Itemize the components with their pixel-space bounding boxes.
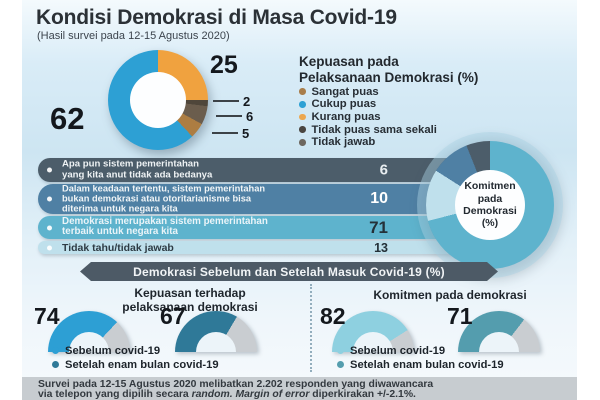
commitment-donut-chart: Komitmen pada Demokrasi (%)	[426, 141, 554, 269]
callout-leader-line	[216, 115, 242, 117]
left-gauge-legend: Sebelum covid-19 Setelah enam bulan covi…	[52, 345, 219, 371]
satisfaction-donut-chart	[108, 50, 208, 150]
legend-item-sangat-puas: Sangat puas	[299, 85, 437, 98]
footer-line-2-italic: random. Margin of error	[191, 389, 310, 400]
commitment-bar-row: Dalam keadaan tertentu, sistem pemerinta…	[38, 184, 458, 214]
legend-item-setelah-covid: Setelah enam bulan covid-19	[337, 359, 504, 371]
page-title: Kondisi Demokrasi di Masa Covid-19	[36, 6, 397, 29]
satisfaction-legend: Sangat puas Cukup puas Kurang puas Tidak…	[299, 86, 437, 148]
section-ribbon: Demokrasi Sebelum dan Setelah Masuk Covi…	[80, 262, 498, 281]
legend-dot	[299, 101, 306, 108]
legend-dot	[299, 88, 306, 95]
legend-label: Kurang puas	[311, 110, 381, 123]
legend-item-kurang-puas: Kurang puas	[299, 110, 437, 123]
gauge-hole	[353, 332, 393, 352]
footer-line-2: via telepon yang dipilih secara random. …	[38, 389, 577, 400]
satisfaction-callout-tidak-puas: 6	[216, 108, 254, 124]
legend-item-sebelum-covid: Sebelum covid-19	[52, 345, 219, 357]
legend-item-tidak-puas: Tidak puas sama sekali	[299, 123, 437, 136]
gauge-hole	[69, 332, 109, 352]
right-column-title: Komitmen pada demokrasi	[373, 288, 527, 302]
bar-statement: Dalam keadaan tertentu, sistem pemerinta…	[62, 183, 266, 215]
gauge-hole	[479, 332, 519, 352]
legend-dot	[52, 347, 59, 355]
legend-item-sebelum-covid: Sebelum covid-19	[337, 345, 504, 357]
bullet-icon	[47, 225, 52, 230]
satisfaction-value-kurang-puas: 25	[210, 51, 238, 79]
legend-label: Sangat puas	[311, 85, 379, 98]
gauge-value-kepuasan-sebelum: 74	[34, 303, 60, 329]
gauge-komitmen-setelah	[458, 311, 540, 352]
callout-value: 6	[246, 108, 254, 124]
bar-statement: Tidak tahu/tidak jawab	[62, 241, 174, 254]
legend-dot	[299, 139, 306, 146]
legend-label: Setelah enam bulan covid-19	[350, 358, 504, 371]
satisfaction-callout-sangat-puas: 5	[212, 125, 250, 141]
legend-item-cukup-puas: Cukup puas	[299, 98, 437, 111]
legend-label: Setelah enam bulan covid-19	[65, 358, 219, 371]
bar-value: 13	[374, 240, 388, 255]
legend-label: Tidak jawab	[311, 136, 376, 149]
bar-statement: Demokrasi merupakan sistem pemerintahan …	[62, 215, 268, 238]
commitment-bar-row: Apa pun sistem pemerintahan yang kita an…	[38, 158, 458, 182]
right-gauge-legend: Sebelum covid-19 Setelah enam bulan covi…	[337, 345, 504, 371]
bar-value: 71	[369, 217, 388, 237]
legend-dot	[299, 113, 306, 121]
callout-leader-line	[213, 100, 239, 102]
footer-line-2-text: diperkirakan +/-2.1%.	[309, 389, 416, 400]
footer-line-2-text: via telepon yang dipilih secara	[38, 389, 192, 400]
callout-value: 2	[243, 93, 251, 109]
commitment-donut-center-label: Komitmen pada Demokrasi (%)	[455, 170, 525, 240]
legend-label: Sebelum covid-19	[350, 344, 446, 357]
gauge-value-komitmen-sebelum: 82	[320, 303, 346, 329]
callout-leader-line	[212, 132, 238, 134]
gauge-hole	[196, 332, 236, 352]
bar-statement: Apa pun sistem pemerintahan yang kita an…	[62, 158, 213, 180]
legend-dot	[337, 361, 344, 369]
legend-label: Tidak puas sama sekali	[311, 123, 437, 136]
left-column-title: Kepuasan terhadap pelaksanaan demokrasi	[122, 286, 258, 315]
legend-dot	[337, 347, 344, 355]
bullet-icon	[47, 245, 52, 250]
bullet-icon	[47, 196, 52, 202]
commitment-bar-row: Demokrasi merupakan sistem pemerintahan …	[38, 216, 458, 239]
legend-dot	[299, 126, 306, 133]
gauge-value-kepuasan-setelah: 67	[160, 303, 186, 329]
legend-label: Sebelum covid-19	[65, 344, 161, 357]
satisfaction-legend-title: Kepuasan pada Pelaksanaan Demokrasi (%)	[299, 54, 479, 86]
dotted-divider	[310, 284, 312, 372]
survey-methodology-footer: Survei pada 12-15 Agustus 2020 melibatka…	[22, 377, 577, 400]
commitment-bar-row: Tidak tahu/tidak jawab 13	[38, 240, 458, 255]
callout-value: 5	[242, 125, 250, 141]
legend-item-tidak-jawab: Tidak jawab	[299, 136, 437, 149]
footer-line-1: Survei pada 12-15 Agustus 2020 melibatka…	[38, 378, 434, 390]
satisfaction-callout-tidak-jawab: 2	[213, 93, 251, 109]
satisfaction-value-cukup-puas: 62	[50, 101, 85, 136]
page-subtitle: (Hasil survei pada 12-15 Agustus 2020)	[37, 30, 230, 42]
legend-item-setelah-covid: Setelah enam bulan covid-19	[52, 359, 219, 371]
legend-label: Cukup puas	[311, 98, 377, 111]
bar-value: 10	[370, 190, 388, 207]
gauge-value-komitmen-setelah: 71	[447, 303, 473, 329]
bullet-icon	[47, 167, 52, 173]
legend-dot	[52, 361, 59, 369]
bar-value: 6	[379, 161, 388, 179]
